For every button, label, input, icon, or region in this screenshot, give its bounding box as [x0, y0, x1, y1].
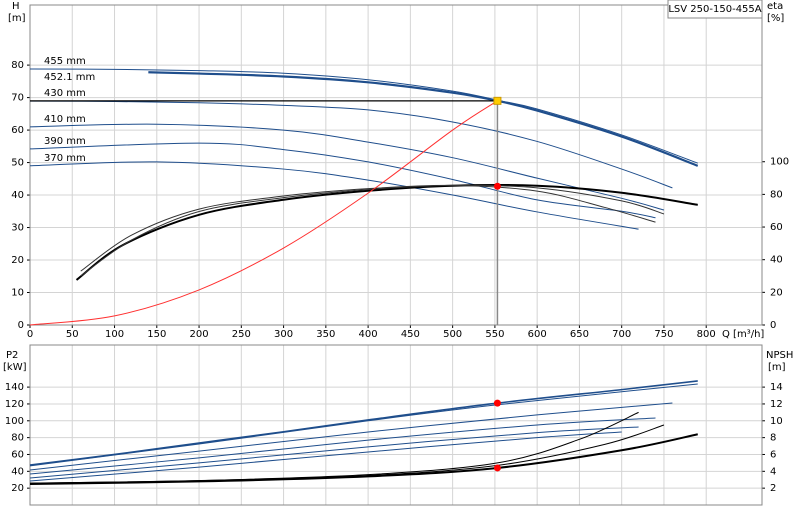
x-tick-label: 100: [105, 329, 124, 340]
x-tick-label: 450: [401, 329, 420, 340]
curve: [29, 402, 673, 471]
curve: [29, 100, 498, 326]
curve-label: 370 mm: [44, 153, 86, 164]
x-tick-label: 500: [443, 329, 462, 340]
operating-point: [493, 182, 501, 190]
x-tick-label: 750: [654, 329, 673, 340]
y2-tick-label: 14: [770, 382, 783, 393]
x-tick-label: 300: [274, 329, 293, 340]
y2-tick-label: 12: [770, 399, 783, 410]
x-tick-label: 200: [190, 329, 209, 340]
x-tick-label: 800: [697, 329, 716, 340]
y2-unit: [m]: [768, 362, 786, 373]
curve: [80, 184, 665, 277]
y2-label: NPSH: [766, 350, 793, 361]
y-tick-label: 10: [11, 288, 24, 299]
x-tick-label: 0: [27, 329, 33, 340]
curve: [75, 183, 698, 281]
y2-tick-label: 80: [770, 189, 783, 200]
y-tick-label: 80: [11, 60, 24, 71]
curve: [29, 424, 665, 484]
curve: [29, 142, 656, 219]
y2-tick-label: 0: [770, 320, 776, 331]
x-tick-label: 250: [232, 329, 251, 340]
x-tick-label: 550: [485, 329, 504, 340]
x-tick-label: 150: [147, 329, 166, 340]
operating-point: [493, 96, 502, 105]
y2-tick-label: 8: [770, 433, 776, 444]
curve: [29, 417, 656, 475]
curve-label: 455 mm: [44, 56, 86, 67]
y2-tick-label: 20: [770, 287, 783, 298]
y-tick-label: 30: [11, 223, 24, 234]
curve: [29, 426, 639, 479]
y-tick-label: 140: [5, 382, 24, 393]
title-box: [667, 0, 763, 19]
y-label: H: [12, 1, 20, 12]
y-label: P2: [6, 350, 18, 361]
y2-tick-label: 100: [770, 157, 789, 168]
curve: [80, 184, 656, 272]
y-tick-label: 0: [18, 320, 24, 331]
x-tick-label: 350: [316, 329, 335, 340]
curve-label: 452.1 mm: [44, 72, 95, 83]
curve: [29, 68, 698, 164]
y2-tick-label: 40: [770, 255, 783, 266]
curve-label: 410 mm: [44, 114, 86, 125]
y2-tick-label: 4: [770, 466, 776, 477]
y2-tick-label: 60: [770, 222, 783, 233]
y2-tick-label: 2: [770, 483, 776, 494]
y-tick-label: 40: [11, 466, 24, 477]
plot-frame: [29, 344, 763, 506]
y-tick-label: 20: [11, 255, 24, 266]
y-tick-label: 100: [5, 416, 24, 427]
operating-point: [493, 464, 501, 472]
curve: [29, 383, 698, 467]
x-tick-label: 650: [570, 329, 589, 340]
plot-frame: [29, 4, 763, 326]
curve: [29, 433, 698, 485]
y2-tick-label: 6: [770, 449, 776, 460]
y-tick-label: 70: [11, 93, 24, 104]
y-tick-label: 20: [11, 483, 24, 494]
x-tick-label: 700: [612, 329, 631, 340]
y-tick-label: 120: [5, 399, 24, 410]
y-unit: [m]: [8, 13, 26, 24]
curve: [29, 100, 673, 189]
curve: [29, 380, 698, 466]
curve-label: 390 mm: [44, 136, 86, 147]
curve-label: 430 mm: [44, 88, 86, 99]
y-tick-label: 50: [11, 158, 24, 169]
chart-title: LSV 250-150-455A: [668, 4, 761, 15]
x-tick-label: 50: [66, 329, 79, 340]
curve: [29, 161, 639, 230]
x-tick-label: 400: [359, 329, 378, 340]
curve: [148, 71, 699, 167]
y-unit: [kW]: [3, 362, 27, 373]
x-tick-label: 600: [528, 329, 547, 340]
y2-tick-label: 10: [770, 416, 783, 427]
y-tick-label: 60: [11, 449, 24, 460]
y2-unit: [%]: [767, 13, 784, 24]
y-tick-label: 80: [11, 433, 24, 444]
operating-point: [493, 399, 501, 407]
curve: [29, 123, 665, 211]
y-tick-label: 40: [11, 190, 24, 201]
y-tick-label: 60: [11, 125, 24, 136]
curve: [29, 431, 622, 482]
y2-label: eta: [767, 1, 783, 12]
x-label: Q [m³/h]: [722, 329, 764, 340]
